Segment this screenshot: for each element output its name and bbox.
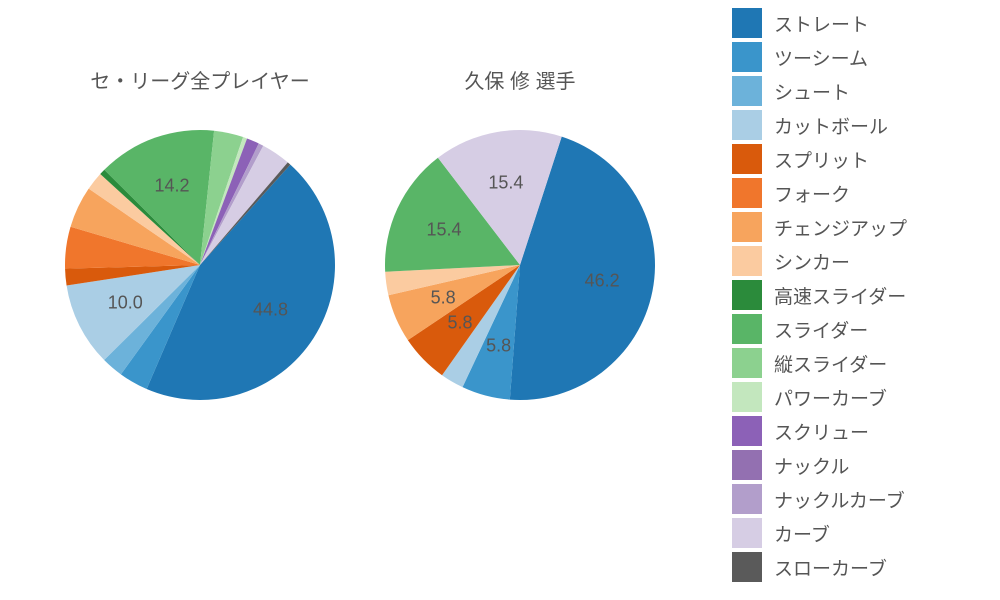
legend-item-fork: フォーク (732, 176, 982, 210)
legend-swatch-knuckle_curve (732, 484, 762, 514)
legend-item-split: スプリット (732, 142, 982, 176)
slice-label-split: 5.8 (448, 313, 473, 334)
chart-stage: セ・リーグ全プレイヤー 久保 修 選手 44.810.014.246.25.85… (0, 0, 1000, 600)
legend-swatch-cutball (732, 110, 762, 140)
legend-label-vert_slider: 縦スライダー (774, 350, 887, 377)
slice-label-straight: 44.8 (253, 300, 288, 321)
legend-label-slow_curve: スローカーブ (774, 554, 887, 581)
legend-label-split: スプリット (774, 146, 869, 173)
slice-label-slider: 14.2 (154, 176, 189, 197)
legend-swatch-fork (732, 178, 762, 208)
legend-item-power_curve: パワーカーブ (732, 380, 982, 414)
legend-item-twoseam: ツーシーム (732, 40, 982, 74)
legend-item-slider: スライダー (732, 312, 982, 346)
legend-label-sinker: シンカー (774, 248, 850, 275)
slice-label-changeup: 5.8 (431, 288, 456, 309)
legend-swatch-changeup (732, 212, 762, 242)
legend-swatch-twoseam (732, 42, 762, 72)
legend: ストレートツーシームシュートカットボールスプリットフォークチェンジアップシンカー… (732, 6, 982, 584)
legend-swatch-knuckle (732, 450, 762, 480)
slice-label-twoseam: 5.8 (486, 335, 511, 356)
slice-label-straight: 46.2 (585, 271, 620, 292)
legend-label-fast_slider: 高速スライダー (774, 282, 906, 309)
slice-label-cutball: 10.0 (108, 292, 143, 313)
legend-label-twoseam: ツーシーム (774, 44, 868, 71)
legend-item-knuckle: ナックル (732, 448, 982, 482)
legend-swatch-split (732, 144, 762, 174)
legend-label-shoot: シュート (774, 78, 850, 105)
legend-item-cutball: カットボール (732, 108, 982, 142)
legend-swatch-shoot (732, 76, 762, 106)
legend-swatch-slow_curve (732, 552, 762, 582)
legend-label-knuckle: ナックル (774, 452, 849, 479)
slice-label-curve: 15.4 (488, 172, 523, 193)
legend-swatch-fast_slider (732, 280, 762, 310)
legend-swatch-power_curve (732, 382, 762, 412)
legend-swatch-sinker (732, 246, 762, 276)
legend-label-screw: スクリュー (774, 418, 869, 445)
legend-swatch-vert_slider (732, 348, 762, 378)
legend-swatch-slider (732, 314, 762, 344)
legend-item-knuckle_curve: ナックルカーブ (732, 482, 982, 516)
legend-item-fast_slider: 高速スライダー (732, 278, 982, 312)
legend-label-slider: スライダー (774, 316, 868, 343)
slice-label-slider: 15.4 (427, 219, 462, 240)
legend-label-straight: ストレート (774, 10, 869, 37)
legend-item-screw: スクリュー (732, 414, 982, 448)
legend-item-shoot: シュート (732, 74, 982, 108)
legend-item-changeup: チェンジアップ (732, 210, 982, 244)
legend-item-sinker: シンカー (732, 244, 982, 278)
legend-label-curve: カーブ (774, 520, 830, 547)
legend-swatch-screw (732, 416, 762, 446)
legend-label-cutball: カットボール (774, 112, 888, 139)
legend-label-changeup: チェンジアップ (774, 214, 907, 241)
legend-swatch-straight (732, 8, 762, 38)
legend-item-slow_curve: スローカーブ (732, 550, 982, 584)
legend-swatch-curve (732, 518, 762, 548)
legend-item-curve: カーブ (732, 516, 982, 550)
legend-item-straight: ストレート (732, 6, 982, 40)
legend-label-power_curve: パワーカーブ (774, 384, 887, 411)
legend-label-knuckle_curve: ナックルカーブ (774, 486, 905, 513)
legend-item-vert_slider: 縦スライダー (732, 346, 982, 380)
legend-label-fork: フォーク (774, 180, 850, 207)
